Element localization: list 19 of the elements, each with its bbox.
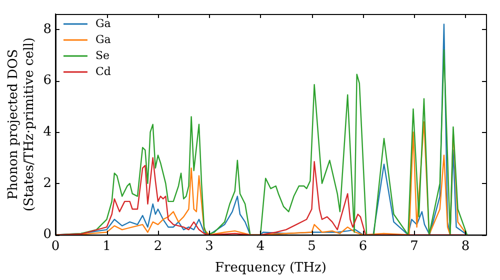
x-tick-label: 3 — [205, 238, 214, 254]
legend-label: Cd — [95, 64, 111, 78]
y-tick-label: 4 — [43, 124, 52, 140]
x-tick-label: 8 — [461, 238, 470, 254]
x-tick-label: 1 — [102, 238, 111, 254]
x-tick-label: 5 — [308, 238, 316, 254]
y-tick-label: 2 — [43, 176, 52, 191]
x-tick-label: 4 — [256, 238, 265, 254]
x-axis-title: Frequency (THz) — [215, 260, 326, 276]
y-axis-title: Phonon projected DOS (States/THz·primitive cell) — [6, 37, 37, 212]
legend-label: Se — [95, 48, 110, 62]
legend-label: Ga — [95, 32, 112, 46]
y-tick-label: 6 — [43, 73, 52, 88]
y-tick-label: 0 — [43, 227, 52, 242]
y-tick-label: 8 — [43, 22, 52, 37]
x-tick-label: 6 — [358, 238, 368, 254]
x-tick-label: 2 — [154, 238, 162, 254]
legend-label: Ga — [95, 16, 112, 30]
x-tick-label: 7 — [410, 238, 418, 254]
